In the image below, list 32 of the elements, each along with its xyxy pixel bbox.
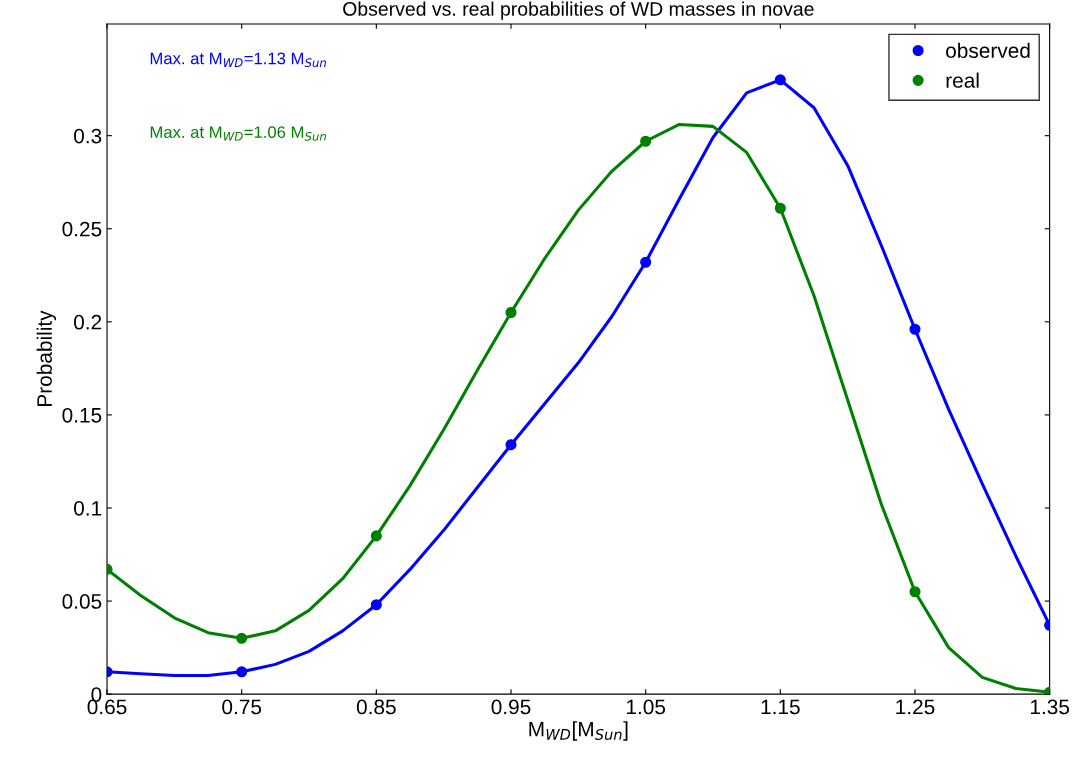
point [505, 439, 517, 451]
chart-title: Observed vs. real probabilities of WD masses in novae [343, 1, 814, 20]
y-tick-label: 0.15 [62, 407, 102, 423]
legend-label: real [946, 72, 979, 88]
x-tick-label: 1.25 [896, 699, 935, 715]
x-tick-label: 0.85 [356, 699, 396, 715]
x-axis-title: M$_{WD}$[M$_{Sun}$] [529, 721, 628, 741]
point [370, 599, 382, 611]
point [640, 135, 652, 147]
y-tick-label: 0.2 [74, 314, 102, 330]
point [236, 666, 248, 678]
x-tick-label: 1.35 [1030, 699, 1070, 715]
y-tick-label: 0.25 [62, 221, 102, 237]
point [236, 632, 248, 644]
point [909, 586, 921, 598]
point [505, 306, 517, 319]
x-tick-label: 1.05 [626, 699, 666, 715]
annotation: Max. at M$_{WD}$=1.06 M$_{Sun}$ [150, 126, 326, 141]
point [370, 530, 382, 542]
annotation: Max. at M$_{WD}$=1.13 M$_{Sun}$ [150, 52, 326, 68]
x-tick-label: 0.75 [222, 699, 262, 715]
point [774, 202, 786, 214]
point [774, 74, 786, 86]
y-axis-title: Probability [36, 310, 57, 406]
x-tick-label: 0.95 [491, 699, 531, 715]
y-tick-label: 0.05 [62, 594, 102, 609]
point [909, 323, 921, 335]
legend-label: observed [946, 42, 1030, 59]
point [640, 256, 652, 268]
x-tick-label: 1.15 [761, 699, 800, 715]
y-tick-label: 0.1 [74, 500, 102, 516]
y-tick-label: 0.3 [74, 128, 102, 144]
